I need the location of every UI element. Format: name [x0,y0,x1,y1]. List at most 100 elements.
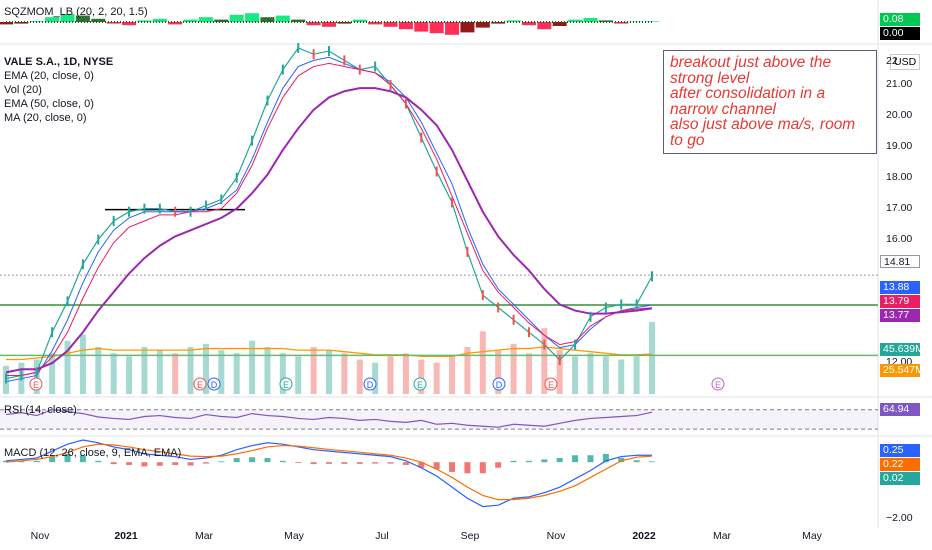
volume-bar [156,350,163,394]
event-letter: E [548,380,554,390]
price-tick: 16.00 [886,232,913,245]
event-marker [544,377,558,391]
sqz-bar [322,22,336,27]
annotation-line: also just above ma/s, room [670,116,856,133]
sqz-bar [598,20,613,22]
volume-bar [572,356,579,394]
macd-hist-bar [95,460,102,463]
macd-hist-bar [3,460,9,463]
macd-hist-bar [618,458,625,463]
volume-bar [264,347,271,394]
volume-bar [495,350,502,394]
volume-bar [310,347,317,394]
volume-bar [187,347,194,394]
time-tick: Nov [30,530,50,542]
event-letter: D [496,380,503,390]
macd-hist-bar [341,462,348,464]
ma20-line [6,62,653,376]
macd-hist-bar [464,462,471,474]
macd-hist-bar [295,462,302,464]
macd-hist-bar [649,461,655,463]
sqz-bar [537,22,552,30]
macd-hist-bar [602,453,609,463]
event-marker [207,377,221,391]
price-tick: 20.00 [886,108,913,121]
volume-bar [218,350,225,394]
value-tag: 0.00 [880,27,920,40]
value-tag: 0.25 [880,444,920,457]
macd-hist-bar [33,460,40,463]
time-tick: May [284,530,304,542]
sqz-bar [45,17,60,22]
macd-hist-bar [510,460,517,463]
time-tick: Mar [194,530,214,542]
volume-bar [279,353,286,394]
symbol-legend: VALE S.A., 1D, NYSE [4,56,114,68]
macd-hist-bar [141,462,148,467]
macd-hist-bar [64,453,71,463]
rsi-band [0,409,878,430]
sqz-bar [337,22,352,24]
volume-bar [356,359,363,394]
sqz-bar [398,22,413,30]
macd-hist-bar [49,456,56,463]
value-tag: 0.22 [880,458,920,471]
value-tag: 14.81 [880,255,920,268]
sqz-bar [91,18,106,22]
volume-bar [649,321,655,394]
macd-hist-bar [449,462,456,472]
time-tick: 2022 [632,530,656,542]
event-marker [193,377,207,391]
value-tag: 13.77 [880,309,920,322]
volume-bar [464,347,471,394]
volume-bar [479,331,486,394]
sqz-bar [414,22,429,32]
annotation-line: to go [670,131,705,149]
sqz-bar [383,22,398,27]
price-tick: 19.00 [886,139,913,152]
event-letter: E [283,380,289,390]
event-letter: E [715,380,721,390]
macd-hist-bar [18,460,25,463]
sqzmom-legend: SQZMOM_LB (20, 2, 20, 1.5) [4,6,148,18]
macd-hist-bar [156,462,163,466]
volume-bar [387,356,394,394]
volume-bar [64,340,71,394]
macd-hist-bar [172,462,179,465]
volume-bar [633,356,640,394]
ema20-line [5,56,653,383]
annotation-line: narrow channel [670,100,776,118]
sqz-bar [568,19,583,22]
sqz-bar [460,22,475,33]
sqz-bar [475,22,490,28]
event-marker [363,377,377,391]
value-tag: 0.08 [880,13,920,26]
macd-hist-bar [633,460,640,463]
sqz-bar [168,22,183,25]
signal-line [5,443,653,501]
event-letter: E [197,380,203,390]
value-tag: 25.547M [880,364,924,377]
volume-bar [49,353,56,394]
volume-bar [449,356,456,394]
event-letter: E [33,380,39,390]
macd-hist-bar [556,458,563,463]
ema20-legend: EMA (20, close, 0) [4,70,94,82]
volume-bar [618,359,625,394]
ema50-legend: EMA (50, close, 0) [4,98,94,110]
price-tick-partial: 22 [886,55,898,67]
currency-label[interactable]: USD [890,54,921,70]
volume-bar [126,356,133,394]
sqz-bar [445,22,460,35]
volume-bar [95,347,102,394]
macd-hist-bar [79,455,86,463]
volume-bar [341,353,348,394]
event-letter: E [417,380,423,390]
time-tick: Jul [375,530,389,542]
annotation-line: strong level [670,69,750,87]
ema50-line [5,87,653,374]
ma20-legend: MA (20, close, 0) [4,112,87,124]
macd-hist-bar [418,462,425,468]
annotation-note[interactable]: breakout just above the strong level aft… [663,50,877,154]
